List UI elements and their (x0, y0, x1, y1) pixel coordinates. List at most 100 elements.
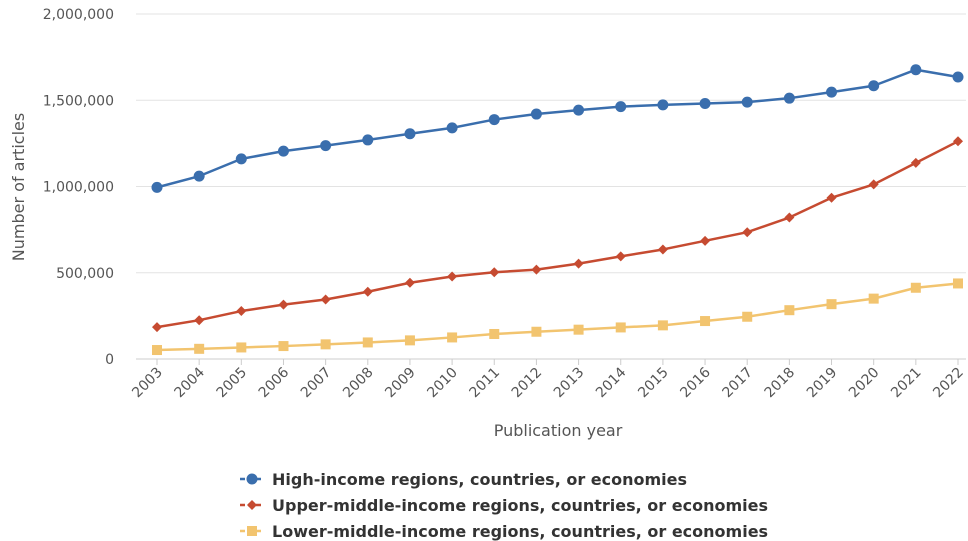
x-tick-label: 2014 (593, 364, 630, 401)
data-point (657, 99, 669, 111)
x-axis-ticks: 2003 2004 2005 2006 2007 2008 2009 2010 2011 2012… (129, 359, 967, 401)
legend-item[interactable]: High-income regions, countries, or econo… (240, 470, 687, 489)
legend-item[interactable]: Upper-middle-income regions, countries, … (240, 496, 768, 515)
data-point (741, 96, 753, 108)
data-point (868, 293, 879, 304)
data-point (783, 92, 795, 104)
data-point (488, 114, 500, 126)
series-1 (152, 136, 963, 333)
legend-marker (246, 473, 258, 485)
data-point (910, 64, 922, 76)
y-tick-label: 500,000 (56, 266, 114, 282)
data-point (615, 322, 626, 333)
x-tick-label: 2007 (298, 365, 335, 402)
x-tick-label: 2012 (509, 365, 546, 402)
data-point (404, 335, 415, 346)
y-tick-label: 0 (105, 352, 114, 368)
data-point (573, 324, 584, 335)
grid (136, 13, 966, 360)
y-tick-label: 2,000,000 (43, 7, 114, 23)
x-tick-label: 2005 (214, 365, 251, 402)
data-point (700, 316, 711, 327)
data-point (489, 267, 500, 278)
data-point (531, 326, 542, 337)
legend-item[interactable]: Lower-middle-income regions, countries, … (240, 522, 768, 541)
data-point (152, 345, 162, 356)
data-point (573, 104, 585, 116)
data-point (952, 71, 964, 83)
data-point (277, 145, 289, 157)
data-point (278, 299, 289, 310)
data-point (784, 212, 795, 223)
y-tick-label: 1,000,000 (43, 180, 114, 196)
data-point (700, 235, 711, 246)
legend-label: High-income regions, countries, or econo… (272, 470, 687, 489)
y-axis-title: Number of articles (9, 113, 28, 261)
y-axis-ticks: 0 500,000 1,000,000 1,500,000 2,000,000 (43, 7, 114, 368)
data-point (320, 339, 331, 350)
data-point (362, 286, 373, 297)
data-point (826, 86, 838, 98)
data-point (236, 342, 247, 353)
data-point (278, 341, 289, 352)
data-point (151, 181, 163, 193)
data-point (362, 337, 373, 348)
data-point (657, 320, 668, 331)
data-point (742, 311, 753, 322)
x-tick-label: 2008 (340, 365, 377, 402)
data-point (910, 157, 921, 168)
data-point (530, 108, 542, 120)
data-point (489, 328, 500, 339)
x-tick-label: 2009 (382, 365, 419, 402)
legend-label: Upper-middle-income regions, countries, … (272, 496, 768, 515)
data-point (953, 136, 963, 147)
series-line (156, 282, 959, 352)
data-point (404, 277, 415, 288)
data-point (742, 227, 753, 238)
legend[interactable]: High-income regions, countries, or econo… (240, 470, 768, 541)
x-tick-label: 2019 (804, 365, 841, 402)
data-point (152, 322, 162, 333)
legend-label: Lower-middle-income regions, countries, … (272, 522, 768, 541)
data-point (531, 264, 542, 275)
data-point (320, 294, 331, 305)
x-tick-label: 2003 (129, 365, 166, 402)
data-point (953, 278, 963, 289)
x-axis-title: Publication year (494, 421, 623, 440)
data-point (615, 251, 626, 262)
x-tick-label: 2018 (762, 365, 799, 402)
data-point (868, 80, 880, 92)
series-line (156, 140, 959, 329)
data-point (236, 306, 247, 317)
x-tick-label: 2017 (720, 365, 757, 402)
y-tick-label: 1,500,000 (43, 93, 114, 109)
series-line (156, 68, 959, 189)
legend-marker (247, 500, 257, 510)
x-tick-label: 2004 (171, 364, 208, 401)
legend-marker (247, 526, 257, 536)
data-point (868, 179, 879, 190)
x-tick-label: 2020 (846, 365, 883, 402)
series (151, 64, 964, 356)
data-point (235, 153, 247, 165)
data-point (320, 140, 332, 152)
data-point (699, 98, 711, 110)
x-tick-label: 2010 (424, 365, 461, 402)
data-point (573, 258, 584, 269)
data-point (657, 244, 668, 255)
data-point (362, 134, 374, 146)
data-point (404, 128, 416, 140)
x-tick-label: 2022 (930, 365, 967, 402)
data-point (784, 305, 795, 316)
x-tick-label: 2016 (677, 364, 714, 401)
x-tick-label: 2006 (256, 364, 293, 401)
x-tick-label: 2011 (467, 365, 504, 402)
data-point (826, 299, 837, 310)
data-point (826, 192, 837, 203)
data-point (615, 101, 627, 113)
data-point (194, 315, 205, 326)
x-tick-label: 2015 (635, 365, 672, 402)
x-tick-label: 2013 (551, 365, 588, 402)
series-0 (151, 64, 964, 193)
